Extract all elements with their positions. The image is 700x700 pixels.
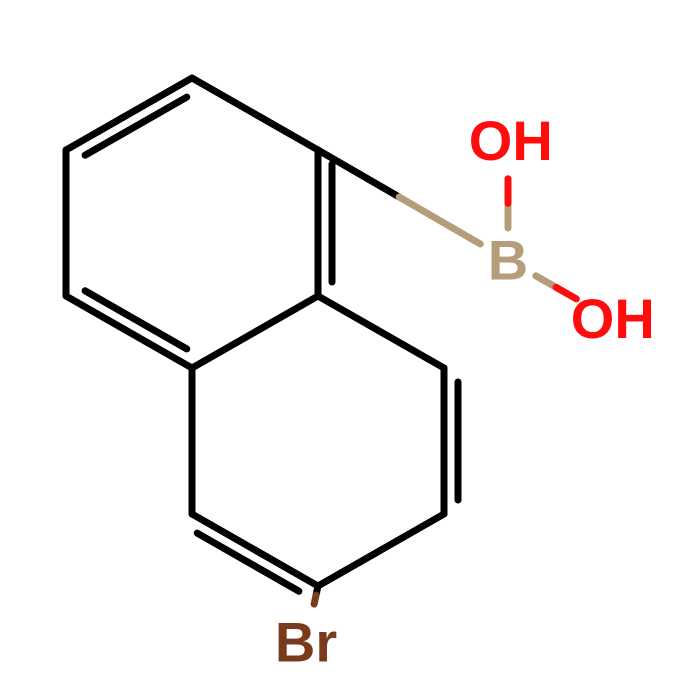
atom-o2: OH xyxy=(571,287,655,350)
molecule-diagram: B OH OH Br xyxy=(0,0,700,700)
atom-o1: OH xyxy=(469,109,553,172)
atom-b: B xyxy=(488,229,528,292)
atom-br: Br xyxy=(275,611,337,674)
